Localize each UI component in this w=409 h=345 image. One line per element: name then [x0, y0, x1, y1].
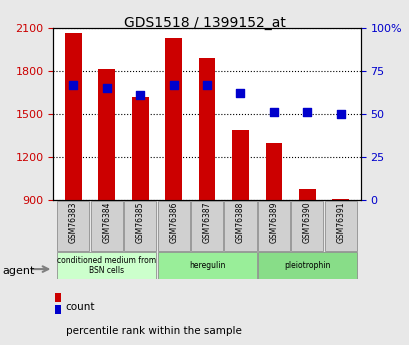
Point: [203, 82, 210, 87]
Text: agent: agent: [2, 266, 34, 276]
Bar: [98, 69, 115, 200]
Text: GDS1518 / 1399152_at: GDS1518 / 1399152_at: [124, 16, 285, 30]
Text: count: count: [65, 302, 95, 312]
Text: GSM76391: GSM76391: [335, 201, 344, 243]
Bar: [55, 293, 61, 302]
FancyBboxPatch shape: [157, 201, 189, 251]
Point: [303, 109, 310, 115]
Text: GSM76383: GSM76383: [69, 201, 78, 243]
Point: [137, 92, 143, 98]
FancyBboxPatch shape: [57, 253, 156, 279]
FancyBboxPatch shape: [257, 201, 289, 251]
Point: [103, 85, 110, 91]
Point: [170, 82, 176, 87]
Bar: [332, 199, 348, 200]
FancyBboxPatch shape: [224, 201, 256, 251]
FancyBboxPatch shape: [324, 201, 356, 251]
Text: conditioned medium from
BSN cells: conditioned medium from BSN cells: [57, 256, 156, 275]
Bar: [231, 130, 248, 200]
Text: heregulin: heregulin: [189, 261, 225, 270]
Bar: [55, 305, 61, 315]
FancyBboxPatch shape: [191, 201, 222, 251]
Bar: [198, 58, 215, 200]
Text: GSM76389: GSM76389: [269, 201, 278, 243]
FancyBboxPatch shape: [257, 253, 356, 279]
Text: pleiotrophin: pleiotrophin: [283, 261, 330, 270]
Text: percentile rank within the sample: percentile rank within the sample: [65, 326, 241, 336]
Point: [237, 90, 243, 96]
Point: [337, 111, 343, 117]
Point: [70, 82, 76, 87]
Bar: [265, 142, 281, 200]
Text: GSM76386: GSM76386: [169, 201, 178, 243]
FancyBboxPatch shape: [124, 201, 156, 251]
Bar: [65, 33, 81, 200]
Bar: [165, 38, 182, 200]
FancyBboxPatch shape: [290, 201, 323, 251]
Text: GSM76385: GSM76385: [135, 201, 144, 243]
Bar: [132, 97, 148, 200]
FancyBboxPatch shape: [90, 201, 123, 251]
FancyBboxPatch shape: [57, 201, 89, 251]
Text: GSM76387: GSM76387: [202, 201, 211, 243]
Bar: [298, 189, 315, 200]
Text: GSM76384: GSM76384: [102, 201, 111, 243]
Point: [270, 109, 276, 115]
Text: GSM76388: GSM76388: [236, 201, 244, 243]
Text: GSM76390: GSM76390: [302, 201, 311, 243]
FancyBboxPatch shape: [157, 253, 256, 279]
